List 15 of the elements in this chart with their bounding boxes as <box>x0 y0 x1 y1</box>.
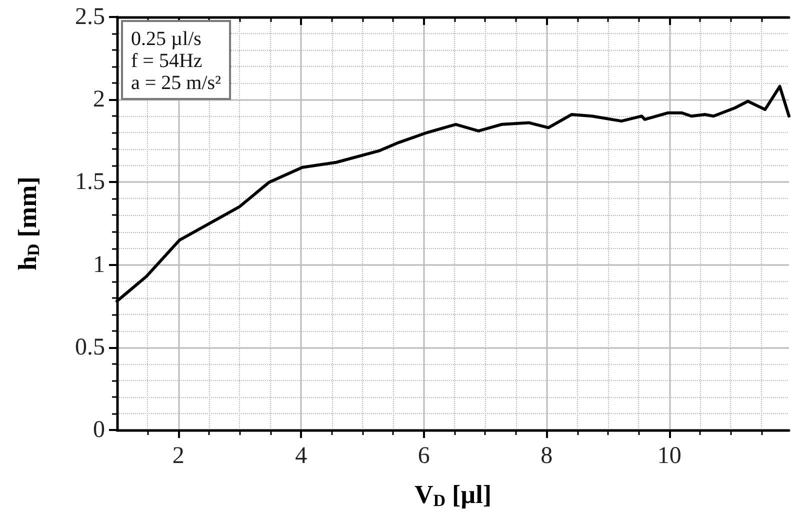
annotation: f = 54Hz <box>131 50 202 72</box>
x-tick-label: 6 <box>418 443 430 469</box>
x-tick-label: 10 <box>657 443 682 469</box>
x-tick-label: 8 <box>540 443 553 469</box>
x-tick-label: 4 <box>295 443 308 469</box>
y-tick-label: 1 <box>93 252 105 278</box>
y-tick-label: 0 <box>93 417 105 443</box>
x-tick-label: 2 <box>172 443 184 469</box>
y-tick-label: 2 <box>93 86 105 113</box>
y-axis-title: hD [mm] <box>13 176 43 270</box>
y-tick-label: 2.5 <box>75 4 105 30</box>
y-tick-label: 1.5 <box>75 169 105 196</box>
y-tick-label: 0.5 <box>75 334 105 360</box>
annotation: 0.25 µl/s <box>131 28 202 50</box>
annotation: a = 25 m/s² <box>131 72 222 94</box>
